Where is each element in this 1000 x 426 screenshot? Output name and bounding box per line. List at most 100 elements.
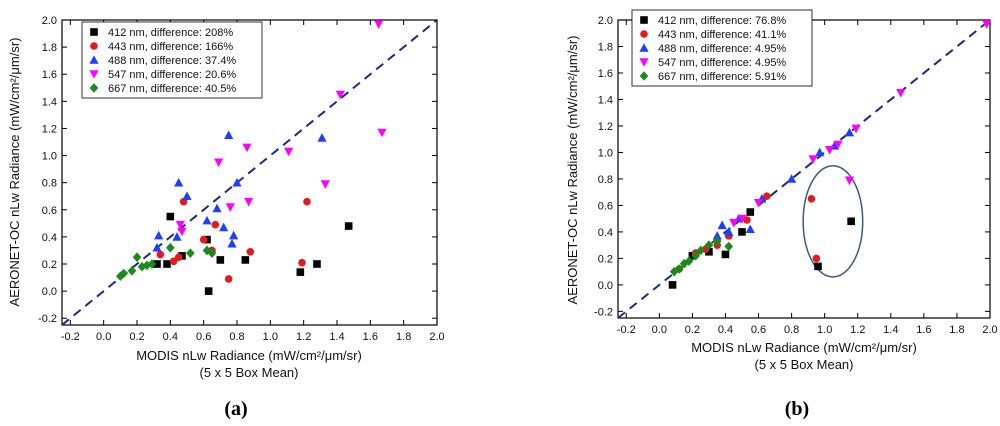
y-tick-label: 0.2	[598, 253, 613, 265]
legend-entry-label: 488 nm, difference: 37.4%	[108, 55, 236, 67]
data-point-series-2	[812, 254, 821, 263]
panel-label-b: (b)	[785, 398, 809, 420]
legend-marker	[640, 30, 648, 38]
data-point-series-4	[377, 128, 387, 138]
data-point-series-2	[211, 220, 220, 229]
x-axis-ticks: -0.2 0.0 0.2 0.4 0.6 0.8 1.0 1.2 1.4 1.6 1.8 2.0	[61, 20, 445, 343]
x-axis-subtitle: (5 x 5 Box Mean)	[755, 357, 854, 372]
x-tick-label: 0.6	[196, 331, 211, 343]
x-axis-ticks: -0.2 0.0 0.2 0.4 0.6 0.8 1.0 1.2 1.4 1.6 1.8 2.0	[617, 20, 998, 336]
data-point-series-1	[204, 287, 213, 295]
data-point-series-4	[177, 227, 187, 237]
y-tick-label: 0.0	[598, 280, 613, 292]
y-tick-label: 1.8	[42, 42, 57, 54]
legend-entry-label: 547 nm, difference: 20.6%	[108, 69, 236, 81]
x-tick-label: 0.8	[784, 324, 799, 336]
x-tick-label: 1.8	[396, 331, 411, 343]
legend-marker	[90, 28, 98, 36]
legend-entry-label: 412 nm, difference: 76.8%	[658, 15, 786, 27]
data-point-series-2	[807, 195, 816, 203]
y-tick-label: 0.6	[42, 205, 57, 217]
data-point-series-5	[691, 250, 701, 261]
legend-entry-label: 667 nm, difference: 40.5%	[108, 83, 236, 95]
data-point-series-4	[374, 20, 384, 29]
data-points	[668, 20, 992, 289]
data-point-series-3	[844, 127, 855, 137]
data-point-series-1	[344, 222, 353, 230]
y-tick-label: 0.8	[42, 178, 57, 190]
data-point-series-5	[116, 271, 125, 281]
data-point-series-4	[896, 89, 906, 98]
y-tick-label: 0.4	[42, 232, 57, 244]
x-tick-label: 1.4	[883, 324, 898, 336]
legend-entry-label: 667 nm, difference: 5.91%	[658, 71, 786, 83]
data-point-series-4	[753, 198, 764, 208]
data-point-series-3	[712, 231, 722, 240]
x-tick-label: 1.6	[363, 331, 378, 343]
legend-entry-label: 547 nm, difference: 4.95%	[658, 57, 786, 69]
data-point-series-5	[142, 260, 152, 271]
data-point-series-2	[743, 216, 751, 224]
chart-panel-a: -0.2 0.0 0.2 0.4 0.6 0.8 1.0 1.2 1.4 1.6 1.8 2.0 -0…	[7, 15, 445, 420]
x-tick-label: -0.2	[617, 324, 636, 336]
y-axis-title: AERONET-OC nLw Radiance (mW/cm²/μm/sr)	[7, 38, 22, 307]
y-tick-label: 1.2	[598, 121, 613, 133]
data-point-series-1	[153, 260, 161, 268]
data-point-series-1	[847, 217, 855, 226]
legend-entry-label: 412 nm, difference: 208%	[108, 27, 233, 39]
outlier-ellipse	[802, 164, 864, 278]
data-point-series-4	[808, 155, 818, 164]
x-axis-title: MODIS nLw Radiance (mW/cm²/μm/sr)	[136, 348, 362, 363]
data-point-series-3	[154, 230, 164, 240]
legend-entry-label: 488 nm, difference: 4.95%	[658, 43, 786, 55]
data-point-series-1	[814, 262, 822, 271]
data-point-series-5	[119, 268, 128, 279]
data-point-series-1	[313, 260, 321, 268]
data-point-series-3	[724, 227, 734, 236]
legend-marker	[89, 83, 99, 93]
chart-panel-b: -0.2 0.0 0.2 0.4 0.6 0.8 1.0 1.2 1.4 1.6 1.8 2.0 -0…	[565, 9, 998, 420]
legend-box	[81, 21, 263, 99]
legend: 412 nm, difference: 208% 443 nm, differen…	[81, 21, 263, 99]
data-point-series-2	[156, 250, 165, 259]
y-tick-label: -0.2	[38, 313, 57, 325]
data-point-series-4	[225, 203, 235, 212]
data-point-series-3	[172, 232, 182, 241]
data-point-series-2	[174, 253, 183, 262]
legend-entry-label: 443 nm, difference: 166%	[108, 41, 233, 53]
y-tick-label: 1.6	[42, 69, 57, 81]
plot-frame	[61, 19, 438, 326]
data-point-series-3	[317, 133, 327, 142]
data-point-series-2	[199, 235, 208, 244]
data-point-series-5	[712, 236, 722, 246]
data-point-series-3	[152, 242, 162, 252]
data-point-series-5	[724, 241, 734, 252]
x-tick-label: 0.0	[96, 331, 111, 343]
x-tick-label: 2.0	[429, 331, 444, 343]
y-tick-label: 1.4	[598, 94, 613, 106]
data-point-series-1	[668, 281, 677, 289]
y-tick-label: 2.0	[42, 15, 57, 27]
y-tick-label: 1.8	[598, 41, 613, 53]
y-tick-label: 0.4	[598, 227, 613, 239]
data-point-series-1	[166, 212, 175, 221]
x-axis-subtitle: (5 x 5 Box Mean)	[200, 365, 299, 380]
y-tick-label: 2.0	[598, 15, 613, 27]
y-tick-label: 1.0	[42, 151, 57, 163]
data-point-series-4	[320, 180, 330, 189]
data-point-series-4	[737, 214, 747, 224]
data-point-series-3	[174, 177, 184, 187]
y-axis-title: AERONET-OC nLw Radiance (mW/cm²/μm/sr)	[565, 36, 580, 305]
data-point-series-1	[705, 247, 713, 256]
legend-marker	[640, 16, 648, 24]
legend-marker	[90, 42, 98, 50]
data-point-series-4	[825, 145, 835, 155]
x-tick-label: 0.6	[751, 324, 766, 336]
x-tick-label: 0.2	[129, 331, 144, 343]
data-point-series-3	[815, 147, 825, 157]
data-point-series-1	[163, 260, 171, 268]
data-points	[116, 20, 387, 295]
data-point-series-3	[787, 174, 797, 183]
legend-marker	[639, 58, 649, 67]
